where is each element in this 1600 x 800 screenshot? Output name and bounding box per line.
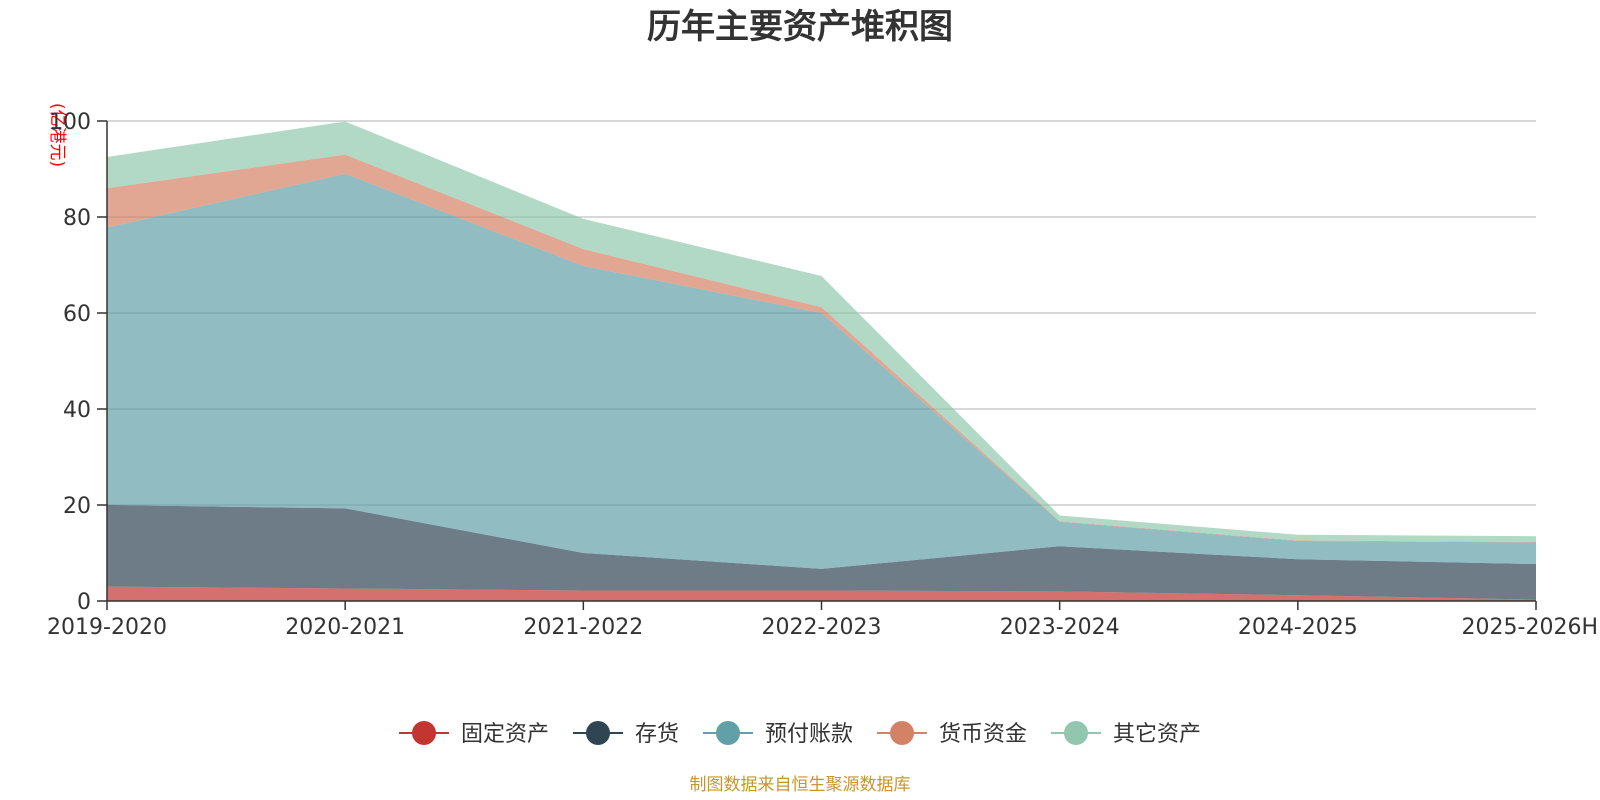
grid-lines: 0 20 40 60 80 100: [49, 110, 1536, 615]
legend-circle-icon: [1064, 721, 1088, 745]
legend-label: 货币资金: [939, 722, 1027, 747]
y-tick-label: 0: [77, 590, 91, 615]
x-tick-label: 2024-2025: [1238, 615, 1358, 640]
legend-item[interactable]: 货币资金: [877, 721, 1027, 747]
legend-label: 固定资产: [461, 722, 549, 747]
y-tick-label: 60: [63, 302, 91, 327]
legend-circle-icon: [586, 721, 610, 745]
legend-circle-icon: [412, 721, 436, 745]
legend-label: 其它资产: [1113, 722, 1201, 747]
legend-label: 预付账款: [765, 722, 853, 747]
y-tick-label: 20: [63, 494, 91, 519]
axes: 2019-2020 2020-2021 2021-2022 2022-2023 2023…: [47, 120, 1598, 640]
x-tick-label: 2021-2022: [523, 615, 643, 640]
legend-label: 存货: [635, 722, 679, 747]
area-series-4: [107, 154, 1536, 543]
area-series-group: [107, 121, 1536, 601]
legend-item[interactable]: 固定资产: [399, 721, 549, 747]
area-series-1: [107, 586, 1536, 601]
legend-circle-icon: [890, 721, 914, 745]
y-tick-label: 100: [49, 110, 91, 135]
x-tick-label: 2025-2026H: [1462, 615, 1598, 640]
legend-circle-icon: [716, 721, 740, 745]
x-tick-label: 2020-2021: [285, 615, 405, 640]
legend-item[interactable]: 存货: [573, 721, 679, 747]
y-tick-label: 40: [63, 398, 91, 423]
x-tick-label: 2023-2024: [1000, 615, 1120, 640]
area-series-2: [107, 505, 1536, 600]
area-series-3: [107, 173, 1536, 569]
legend-item[interactable]: 预付账款: [703, 721, 853, 747]
x-tick-label: 2019-2020: [47, 615, 167, 640]
legend: 固定资产 存货 预付账款 货币资金 其它资产: [399, 721, 1201, 747]
y-tick-label: 80: [63, 206, 91, 231]
source-note: 制图数据来自恒生聚源数据库: [690, 775, 911, 795]
area-series-5: [107, 121, 1536, 542]
legend-item[interactable]: 其它资产: [1051, 721, 1201, 747]
chart-title: 历年主要资产堆积图: [647, 7, 953, 47]
x-tick-label: 2022-2023: [762, 615, 882, 640]
y-axis-unit-label: (亿港元): [47, 103, 67, 167]
